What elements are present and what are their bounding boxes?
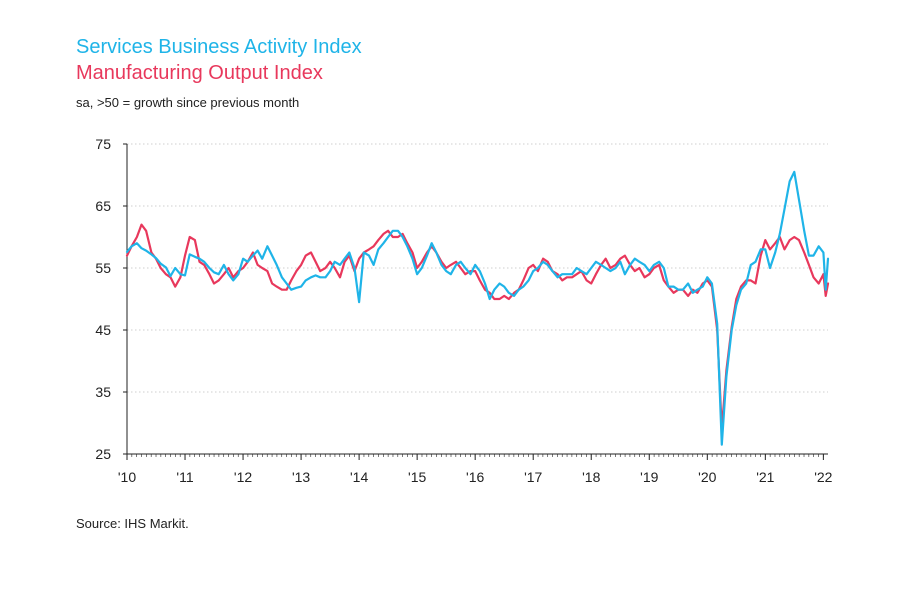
x-tick-label: '17 <box>524 469 542 485</box>
y-tick-label: 65 <box>95 198 111 214</box>
chart-subtitle: sa, >50 = growth since previous month <box>76 95 300 110</box>
source-note: Source: IHS Markit. <box>76 516 189 531</box>
x-tick-label: '15 <box>408 469 426 485</box>
x-tick-label: '19 <box>640 469 658 485</box>
x-tick-label: '12 <box>234 469 252 485</box>
x-tick-label: '22 <box>814 469 832 485</box>
tick-labels: 75 65 55 45 35 25 '10 '11 '12 '13 '14 '15 '16 '17 '18 '… <box>95 136 832 485</box>
x-tick-label: '13 <box>292 469 310 485</box>
series-lines <box>125 170 830 446</box>
x-tick-label: '16 <box>466 469 484 485</box>
x-tick-label: '10 <box>118 469 136 485</box>
x-tick-label: '11 <box>176 469 193 485</box>
y-tick-label: 35 <box>95 384 111 400</box>
series-line <box>125 170 830 446</box>
manufacturing-index-title: Manufacturing Output Index <box>76 62 323 84</box>
y-tick-label: 45 <box>95 322 111 338</box>
y-tick-label: 75 <box>95 136 111 152</box>
series-line <box>125 223 830 431</box>
x-tick-label: '14 <box>350 469 368 485</box>
x-tick-label: '18 <box>582 469 600 485</box>
x-tick-label: '20 <box>698 469 716 485</box>
y-tick-label: 25 <box>95 446 111 462</box>
services-index-title: Services Business Activity Index <box>76 36 362 58</box>
axes <box>123 143 828 460</box>
y-tick-label: 55 <box>95 260 111 276</box>
x-tick-label: '21 <box>756 469 774 485</box>
